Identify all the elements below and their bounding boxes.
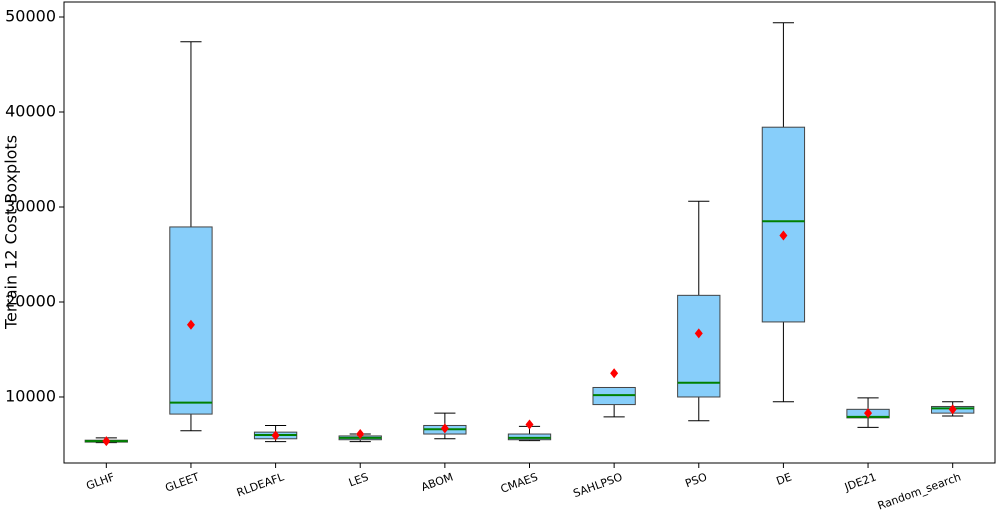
mean-marker [440,423,449,434]
x-tick-label: RLDEAFL [235,470,286,499]
mean-marker [186,319,195,330]
y-tick-label: 50000 [5,7,56,26]
x-tick-label: LES [347,470,370,489]
mean-marker [694,328,703,339]
mean-marker [525,419,534,430]
mean-marker [102,436,111,447]
mean-marker [779,230,788,241]
mean-marker [610,368,619,379]
x-tick-label: JDE21 [842,470,878,494]
y-tick-label: 20000 [5,291,56,310]
y-tick-label: 30000 [5,196,56,215]
x-tick-label: DE [775,470,794,488]
y-tick-label: 40000 [5,102,56,121]
mean-marker [356,429,365,440]
x-tick-label: GLHF [84,470,116,492]
y-tick-label: 10000 [5,386,56,405]
x-tick-label: CMAES [499,470,540,495]
y-axis-label: Terrain 12 Cost Boxplots [2,135,21,330]
mean-marker [948,404,957,415]
x-tick-label: ABOM [419,470,454,494]
x-tick-label: GLEET [163,470,201,494]
x-tick-label: Random_search [876,470,963,512]
mean-marker [271,430,280,441]
box [677,294,721,398]
box [761,126,806,323]
mean-marker [864,408,873,419]
x-tick-label: PSO [683,470,709,490]
x-tick-label: SAHLPSO [571,470,624,500]
